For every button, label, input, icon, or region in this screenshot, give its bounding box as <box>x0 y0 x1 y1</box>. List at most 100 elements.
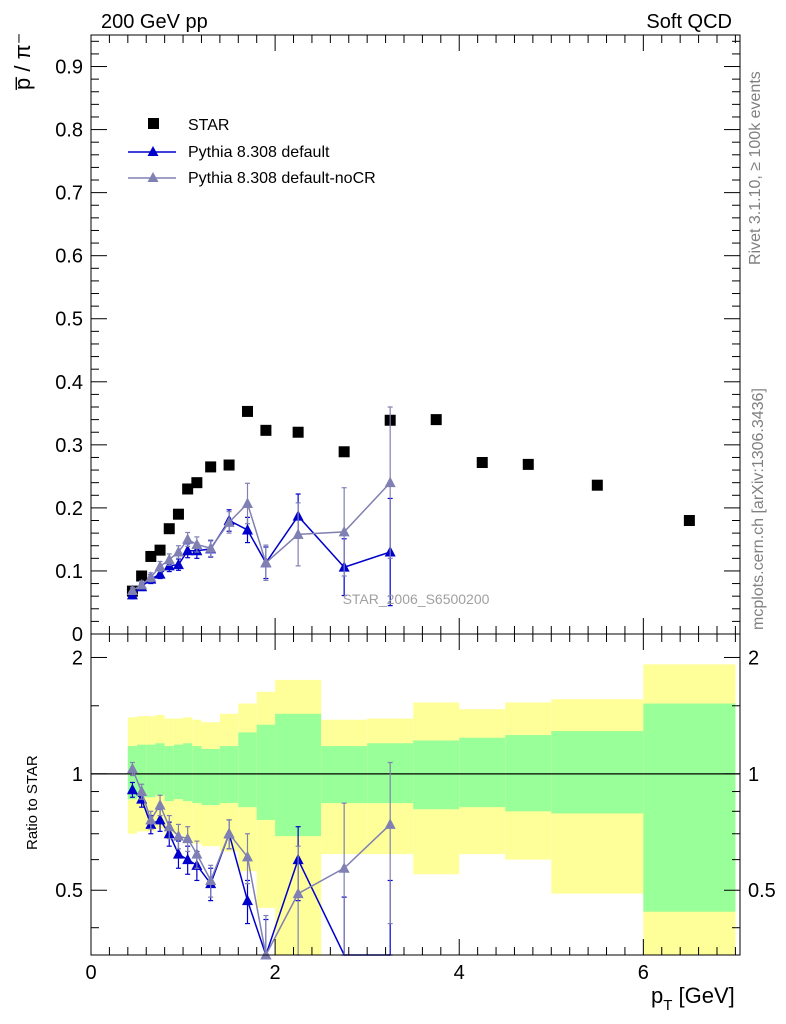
ratio-point-default <box>182 853 194 865</box>
ratio-point-default <box>241 894 253 906</box>
ratio-point-nocr <box>292 887 304 899</box>
main-point-nocr <box>292 528 304 539</box>
ratio-plot-frame <box>90 633 741 956</box>
ratio-y-tick-label: 0.5 <box>55 880 83 902</box>
legend-label-default: Pythia 8.308 default <box>188 144 330 161</box>
ratio-point-nocr <box>126 762 138 774</box>
main-point-star <box>430 414 442 426</box>
ratio-point-nocr <box>223 827 235 839</box>
main-point-star <box>205 461 217 473</box>
main-point-nocr <box>136 578 148 590</box>
x-axis-label: pT [GeV] <box>651 983 735 1014</box>
ratio-y-tick-label-right: 2 <box>748 647 759 669</box>
main-point-star <box>136 570 148 582</box>
ratio-point-nocr <box>205 874 217 885</box>
x-tick-label: 6 <box>638 962 649 984</box>
ratio-inner-band <box>137 744 147 798</box>
main-point-default <box>154 568 166 579</box>
main-y-tick-label: 0.6 <box>55 246 83 268</box>
legend-marker-star <box>148 118 159 129</box>
ratio-point-nocr <box>145 813 157 825</box>
legend-marker-nocr <box>147 172 159 182</box>
ratio-inner-band <box>321 746 368 804</box>
ratio-inner-band <box>275 713 322 837</box>
main-point-star <box>476 456 488 468</box>
main-y-tick-label: 0.1 <box>55 561 83 583</box>
ratio-inner-band <box>219 746 239 804</box>
main-y-tick-label: 0.7 <box>55 183 83 205</box>
ratio-point-nocr <box>163 820 175 832</box>
mcplots-label: mcplots.cern.ch [arXiv:1306.3436] <box>750 388 767 630</box>
main-point-default <box>182 544 194 556</box>
main-y-tick-label: 0.8 <box>55 120 83 142</box>
main-y-axis-label: p̅ / π⁻ <box>10 33 35 91</box>
main-y-tick-label: 0.3 <box>55 435 83 457</box>
ratio-inner-band <box>505 735 552 812</box>
ratio-point-nocr <box>338 862 350 873</box>
main-point-nocr <box>338 525 350 537</box>
ratio-point-nocr <box>191 848 203 859</box>
ratio-y-tick-label: 1 <box>72 764 83 786</box>
analysis-watermark: STAR_2006_S6500200 <box>343 591 490 607</box>
main-point-default <box>172 558 184 570</box>
ratio-point-default <box>154 813 166 825</box>
main-point-nocr <box>191 538 203 549</box>
main-point-nocr <box>223 516 235 527</box>
ratio-inner-band <box>256 724 276 820</box>
ratio-inner-band <box>643 703 736 912</box>
main-point-star <box>292 426 304 438</box>
ratio-inner-band <box>201 748 220 806</box>
ratio-inner-band <box>173 744 184 800</box>
ratio-y-tick-label: 2 <box>72 647 83 669</box>
main-point-nocr <box>145 571 157 582</box>
main-point-nocr <box>241 497 253 508</box>
main-point-star <box>154 544 166 556</box>
main-point-nocr <box>126 584 138 595</box>
ratio-inner-band <box>146 744 156 798</box>
main-point-star <box>260 424 272 436</box>
main-point-star <box>241 405 253 417</box>
main-point-nocr <box>260 556 272 568</box>
x-tick-label: 4 <box>454 962 465 984</box>
main-point-nocr <box>163 553 175 565</box>
main-point-nocr <box>172 546 184 557</box>
main-y-tick-label: 0.5 <box>55 309 83 331</box>
main-point-star <box>591 479 603 491</box>
ratio-point-default <box>172 848 184 859</box>
ratio-inner-band <box>155 743 165 796</box>
x-tick-label: 0 <box>85 962 96 984</box>
main-point-star <box>145 550 157 562</box>
ratio-inner-band <box>192 746 202 804</box>
ratio-inner-band <box>551 731 644 814</box>
main-point-star <box>191 477 203 489</box>
main-y-zero-label: 0 <box>72 624 83 646</box>
ratio-point-nocr <box>384 818 396 829</box>
ratio-point-nocr <box>136 785 148 797</box>
main-point-nocr <box>154 560 166 572</box>
main-axis-ticks: 0.1 0.2 0.3 0.4 0.5 0.6 0.7 0.8 0.9 0 <box>55 35 740 646</box>
main-point-star <box>172 508 184 520</box>
ratio-y-axis-label: Ratio to STAR <box>24 755 41 850</box>
legend-marker-default <box>147 146 159 156</box>
ratio-point-nocr <box>241 850 253 862</box>
main-y-tick-label: 0.2 <box>55 498 83 520</box>
process-title: Soft QCD <box>646 11 732 33</box>
x-tick-label: 2 <box>270 962 281 984</box>
main-plot-data <box>126 405 695 607</box>
ratio-inner-band <box>183 743 193 802</box>
main-point-star <box>163 523 175 535</box>
ratio-point-nocr <box>172 830 184 841</box>
legend-label-nocr: Pythia 8.308 default-noCR <box>188 170 376 187</box>
main-point-star <box>683 515 695 527</box>
ratio-point-nocr <box>154 799 166 810</box>
main-y-tick-label: 0.4 <box>55 372 83 394</box>
legend: STAR Pythia 8.308 default Pythia 8.308 d… <box>128 117 376 187</box>
ratio-point-default <box>126 783 138 795</box>
ratio-y-tick-label-right: 1 <box>748 764 759 786</box>
ratio-axis-ticks: 0.5 0.5 1 1 2 2 0 2 4 6 <box>55 634 776 984</box>
main-point-star <box>522 458 534 470</box>
main-point-star <box>338 446 350 458</box>
main-line-nocr <box>132 482 391 592</box>
main-point-nocr <box>384 476 396 488</box>
main-point-nocr <box>205 542 217 553</box>
